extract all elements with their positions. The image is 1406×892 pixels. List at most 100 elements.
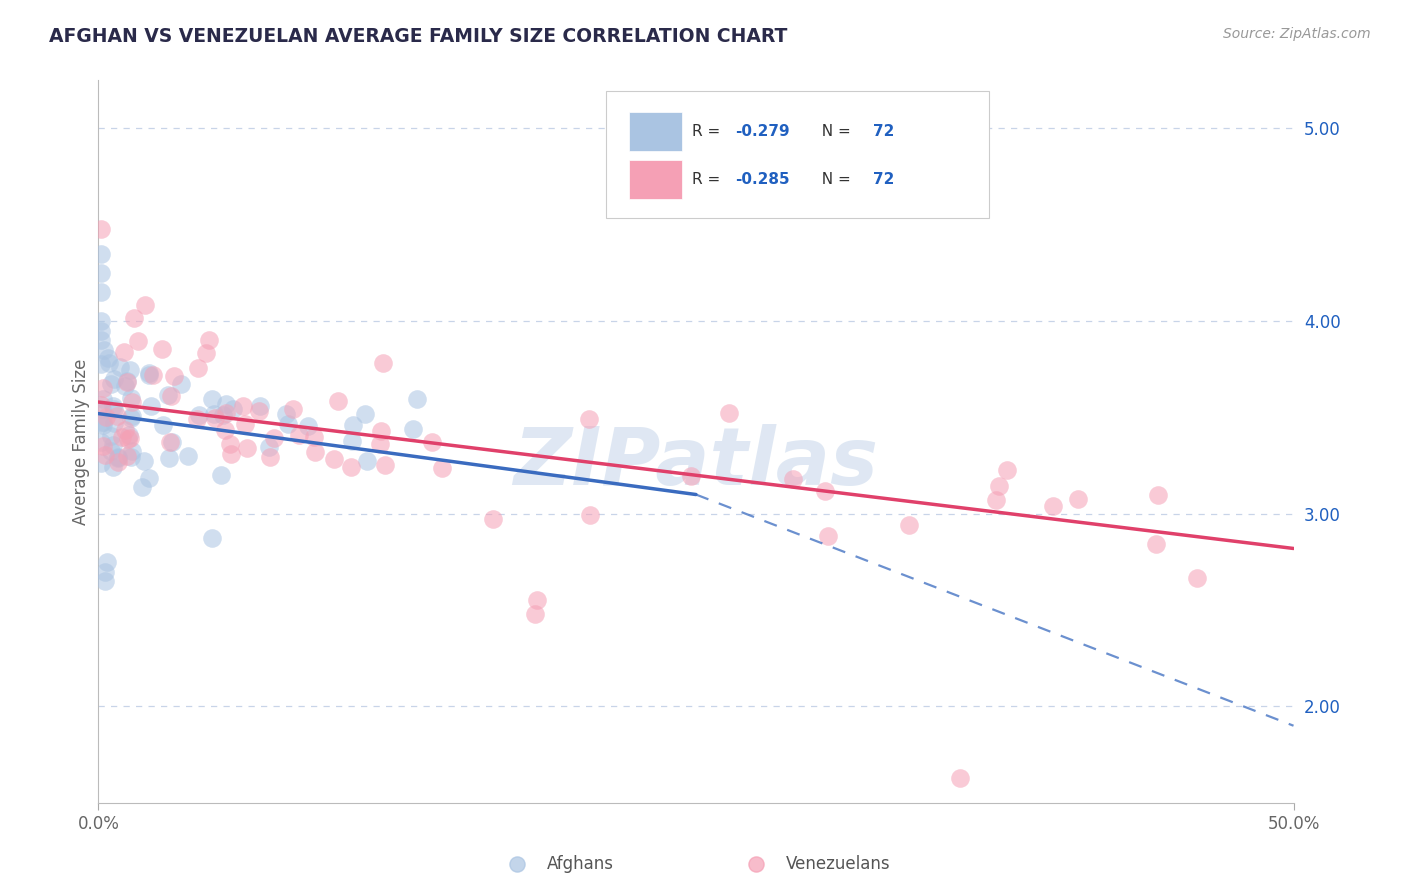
Text: AFGHAN VS VENEZUELAN AVERAGE FAMILY SIZE CORRELATION CHART: AFGHAN VS VENEZUELAN AVERAGE FAMILY SIZE… xyxy=(49,27,787,45)
Point xyxy=(281,402,304,417)
Point xyxy=(91,418,114,433)
Point xyxy=(120,450,142,464)
Point xyxy=(93,343,115,357)
Point xyxy=(370,425,392,439)
Point xyxy=(112,345,135,359)
Point xyxy=(579,508,602,523)
Point xyxy=(526,593,548,607)
Point xyxy=(157,450,180,465)
Point xyxy=(120,391,142,405)
Point xyxy=(422,435,444,450)
Point xyxy=(782,472,804,486)
Point xyxy=(115,450,138,464)
Point xyxy=(93,381,115,395)
Point xyxy=(374,458,396,472)
Point xyxy=(817,529,839,543)
Point xyxy=(107,450,129,464)
Point xyxy=(90,398,112,412)
Point xyxy=(115,375,138,389)
Point xyxy=(326,393,349,408)
Point xyxy=(101,460,124,475)
Point xyxy=(97,356,120,370)
Point xyxy=(274,408,297,422)
Point xyxy=(304,444,326,458)
Point xyxy=(259,450,281,465)
Point xyxy=(138,368,160,382)
Point xyxy=(215,406,238,420)
Point xyxy=(218,437,240,451)
Point xyxy=(717,406,740,420)
Text: Venezuelans: Venezuelans xyxy=(786,855,890,873)
Point xyxy=(108,359,131,374)
Point xyxy=(118,428,141,442)
Point xyxy=(997,462,1019,476)
Point xyxy=(91,392,114,406)
Point xyxy=(100,444,122,458)
Point xyxy=(212,409,235,423)
Point xyxy=(94,448,117,462)
Point xyxy=(198,333,221,347)
Point xyxy=(214,423,236,437)
Point xyxy=(127,334,149,349)
Point xyxy=(204,411,226,425)
Point xyxy=(103,417,125,431)
Point xyxy=(222,402,245,417)
Point xyxy=(94,565,117,579)
Point xyxy=(297,418,319,433)
Point xyxy=(949,771,972,785)
Point xyxy=(91,416,114,430)
Point xyxy=(356,454,378,468)
Point xyxy=(90,314,112,328)
Point xyxy=(105,409,128,424)
FancyBboxPatch shape xyxy=(628,112,682,151)
Point xyxy=(90,457,112,471)
Point xyxy=(340,434,363,448)
Text: Source: ZipAtlas.com: Source: ZipAtlas.com xyxy=(1223,27,1371,41)
Point xyxy=(162,434,184,449)
Text: -0.279: -0.279 xyxy=(735,124,790,139)
Point xyxy=(103,372,125,386)
Point xyxy=(679,468,702,483)
Point xyxy=(170,377,193,392)
Point xyxy=(814,483,837,498)
Point xyxy=(160,389,183,403)
Point xyxy=(353,408,375,422)
Text: -0.285: -0.285 xyxy=(735,172,790,187)
Y-axis label: Average Family Size: Average Family Size xyxy=(72,359,90,524)
Point xyxy=(209,468,232,483)
Point xyxy=(236,441,259,455)
Point xyxy=(342,417,364,432)
Point xyxy=(94,574,117,589)
Point xyxy=(247,403,270,417)
Point xyxy=(371,356,394,370)
Point xyxy=(402,422,425,436)
Point xyxy=(103,438,125,452)
Point xyxy=(201,392,224,406)
Point xyxy=(90,434,112,449)
Point xyxy=(263,431,285,445)
Point xyxy=(984,492,1007,507)
Point xyxy=(1144,537,1167,551)
Point xyxy=(90,334,112,348)
Point xyxy=(90,285,112,300)
Text: ZIPatlas: ZIPatlas xyxy=(513,425,879,502)
Point xyxy=(368,437,391,451)
Point xyxy=(195,346,218,360)
Point xyxy=(134,298,156,312)
Point xyxy=(131,480,153,494)
Point xyxy=(159,434,181,449)
Point xyxy=(1147,487,1170,501)
Point xyxy=(323,451,346,466)
Text: 72: 72 xyxy=(873,124,894,139)
Point xyxy=(257,440,280,454)
FancyBboxPatch shape xyxy=(628,161,682,200)
Point xyxy=(202,407,225,421)
Point xyxy=(188,408,211,422)
Text: Afghans: Afghans xyxy=(547,855,613,873)
Point xyxy=(124,311,146,326)
Point xyxy=(121,395,143,409)
Point xyxy=(988,479,1011,493)
Point xyxy=(142,368,165,382)
Point xyxy=(139,399,162,413)
Point xyxy=(90,266,112,280)
